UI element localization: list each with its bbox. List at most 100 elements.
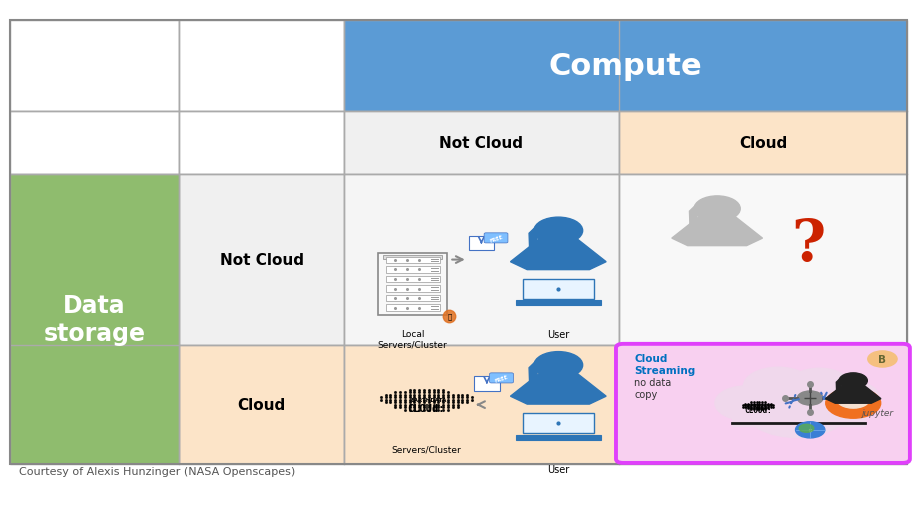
Point	[746, 404, 761, 412]
Bar	[179, 345, 344, 464]
Point	[757, 398, 772, 407]
Bar	[733, 398, 865, 426]
Point	[403, 386, 417, 394]
Point	[383, 398, 398, 407]
Point	[383, 393, 398, 401]
Point	[460, 396, 475, 404]
Text: User: User	[547, 464, 569, 474]
Point	[760, 400, 775, 408]
Point	[412, 396, 426, 404]
Point	[379, 398, 393, 407]
Text: no data
copy: no data copy	[635, 377, 671, 399]
Point	[426, 386, 441, 394]
Point	[760, 401, 775, 410]
Point	[373, 393, 388, 401]
Point	[441, 391, 456, 399]
Point	[422, 393, 436, 401]
Point	[412, 386, 426, 394]
Point	[422, 396, 436, 404]
Bar	[344, 112, 619, 174]
Bar	[619, 345, 907, 464]
Point	[412, 403, 426, 412]
Point	[431, 391, 446, 399]
Point	[746, 398, 761, 407]
Point	[426, 393, 441, 401]
Point	[738, 400, 753, 408]
Point	[407, 401, 422, 409]
Polygon shape	[690, 203, 699, 239]
Point	[398, 398, 413, 407]
Point	[752, 406, 767, 414]
Point	[422, 401, 436, 409]
Point	[757, 406, 772, 414]
Point	[422, 391, 436, 399]
Point	[412, 406, 426, 414]
Point	[392, 403, 407, 412]
Point	[763, 400, 778, 408]
Point	[749, 404, 764, 412]
Point	[738, 401, 753, 410]
Text: Compute: Compute	[548, 52, 702, 81]
Bar	[10, 174, 179, 464]
Point	[746, 401, 761, 410]
Point	[398, 393, 413, 401]
Circle shape	[744, 379, 849, 437]
Point	[388, 403, 403, 412]
Text: Cloud: Cloud	[739, 135, 787, 150]
Point	[441, 406, 456, 414]
Bar	[344, 174, 619, 345]
Bar	[344, 345, 619, 464]
Point	[441, 393, 456, 401]
Point	[431, 401, 446, 409]
Point	[436, 393, 450, 401]
Point	[446, 391, 460, 399]
Point	[760, 402, 775, 411]
Point	[422, 406, 436, 414]
Point	[735, 401, 750, 410]
Point	[436, 401, 450, 409]
Point	[455, 391, 470, 399]
Bar	[344, 21, 907, 112]
Point	[407, 398, 422, 407]
Point	[403, 406, 417, 414]
Point	[426, 398, 441, 407]
Point	[752, 404, 767, 412]
Polygon shape	[511, 370, 606, 405]
FancyBboxPatch shape	[516, 435, 601, 440]
Point	[755, 402, 769, 411]
Point	[407, 388, 422, 396]
Point	[450, 403, 465, 412]
Point	[398, 391, 413, 399]
Point	[436, 406, 450, 414]
Text: FREE: FREE	[489, 234, 503, 243]
Point	[398, 403, 413, 412]
Point	[379, 391, 393, 399]
Point	[416, 391, 431, 399]
Circle shape	[534, 352, 582, 379]
Polygon shape	[529, 359, 539, 396]
Circle shape	[823, 382, 878, 412]
Circle shape	[789, 369, 850, 403]
Bar	[179, 21, 344, 112]
Point	[416, 406, 431, 414]
Point	[388, 388, 403, 396]
Point	[379, 393, 393, 401]
Point	[416, 401, 431, 409]
Point	[403, 388, 417, 396]
Point	[403, 398, 417, 407]
Point	[403, 403, 417, 412]
Point	[455, 398, 470, 407]
Point	[412, 398, 426, 407]
Point	[392, 401, 407, 409]
Text: Local
Servers/Cluster: Local Servers/Cluster	[378, 329, 447, 348]
Point	[757, 402, 772, 411]
FancyBboxPatch shape	[616, 344, 910, 463]
Point	[460, 398, 475, 407]
Text: Cloud
Streaming: Cloud Streaming	[635, 353, 696, 375]
Point	[749, 400, 764, 408]
Point	[407, 396, 422, 404]
Point	[398, 401, 413, 409]
Point	[752, 400, 767, 408]
Point	[407, 403, 422, 412]
Point	[422, 388, 436, 396]
